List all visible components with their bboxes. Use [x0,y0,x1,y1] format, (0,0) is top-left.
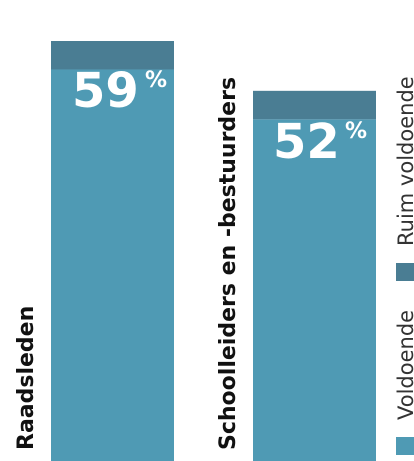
total-value-label-2: 52 [273,114,340,170]
bar-voldoende-2 [253,119,376,461]
legend-label-voldoende: Voldoende [394,310,414,420]
legend: Voldoende Ruim voldoende [394,76,414,455]
total-value-label-1: 59 [72,63,139,119]
labels-group: Raadsleden 59% Schoolleiders en -bestuurde… [14,63,367,450]
percent-sign-1: % [145,68,167,93]
bar-ruim-voldoende-2 [253,90,376,120]
percent-sign-2: % [345,119,367,144]
bar-ruim-voldoende-1 [51,41,174,70]
bars-group [51,41,376,461]
category-label-2: Schoolleiders en -bestuurders [216,77,241,450]
legend-label-ruim-voldoende: Ruim voldoende [394,76,414,246]
legend-swatch-voldoende [396,437,414,455]
bar-voldoende-1 [51,69,174,461]
category-label-1: Raadsleden [14,306,39,450]
legend-swatch-ruim-voldoende [396,263,414,281]
